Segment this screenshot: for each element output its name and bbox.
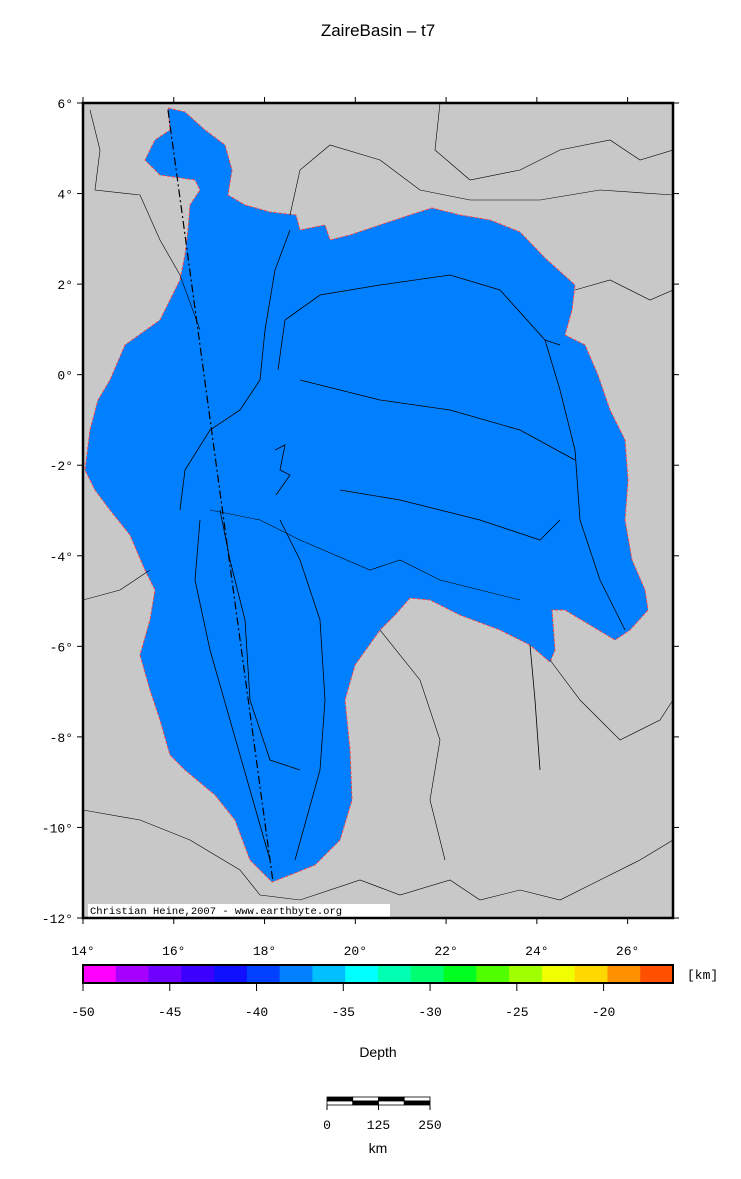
lon-tick-label: 16° <box>162 944 185 959</box>
colorbar-swatch <box>345 965 379 983</box>
colorbar-swatch <box>476 965 510 983</box>
scale-segment <box>326 1100 354 1106</box>
colorbar-swatch <box>410 965 445 983</box>
colorbar-swatch <box>312 965 346 983</box>
scale-tick-label: 0 <box>323 1118 331 1133</box>
colorbar-swatch <box>181 965 215 983</box>
map-frame <box>81 101 675 920</box>
scale-segment <box>326 1096 354 1102</box>
scale-segment <box>403 1100 431 1106</box>
lat-tick-label: -12° <box>42 912 73 927</box>
lon-tick-label: 24° <box>525 944 548 959</box>
scale-segment <box>352 1100 379 1106</box>
colorbar-swatch <box>246 965 281 983</box>
colorbar-swatch <box>378 965 412 983</box>
rivers <box>179 229 626 861</box>
lat-tick-label: 4° <box>57 188 73 203</box>
lat-tick-label: 2° <box>57 278 73 293</box>
colorbar-tick-label: -45 <box>158 1005 181 1020</box>
colorbar-tick-label: -35 <box>332 1005 355 1020</box>
colorbar-tick-label: -25 <box>505 1005 528 1020</box>
scale-segment <box>378 1096 405 1102</box>
lat-tick-label: 0° <box>57 369 73 384</box>
lat-tick-label: -6° <box>50 640 73 655</box>
lat-tick-label: -4° <box>50 550 73 565</box>
colorbar-frame <box>82 964 674 984</box>
lon-tick-label: 26° <box>616 944 639 959</box>
colorbar-swatch <box>148 965 182 983</box>
scale-segment <box>352 1096 379 1102</box>
lat-tick-label: -2° <box>50 459 73 474</box>
colorbar: Depth [km] -50 -45 -40 -35 -30 -25 -20 <box>71 964 718 1060</box>
lat-tick-label: -8° <box>50 731 73 746</box>
scale-tick-label: 250 <box>418 1118 441 1133</box>
lon-tick-label: 20° <box>344 944 367 959</box>
colorbar-swatch <box>607 965 641 983</box>
colorbar-swatch <box>509 965 543 983</box>
colorbar-swatch <box>115 965 150 983</box>
axes: 14° 16° 18° 20° 22° 24° 26° 6° 4° 2° 0° -2° -4° -6° -8… <box>42 97 679 959</box>
basin: Christian Heine,2007 - www.earthbyte.org <box>83 103 673 918</box>
colorbar-swatch <box>214 965 248 983</box>
borders <box>83 103 673 901</box>
colorbar-swatch <box>279 965 313 983</box>
scale-segment <box>378 1100 405 1106</box>
colorbar-tick-label: -50 <box>71 1005 94 1020</box>
lon-tick-label: 22° <box>434 944 457 959</box>
colorbar-swatch <box>443 965 477 983</box>
colorbar-tick-label: -20 <box>592 1005 615 1020</box>
map-area: Christian Heine,2007 - www.earthbyte.org <box>81 101 675 920</box>
credit-box <box>88 904 390 917</box>
lon-tick-label: 14° <box>71 944 94 959</box>
credit: Christian Heine,2007 - www.earthbyte.org <box>90 906 342 918</box>
colorbar-swatch <box>83 965 117 983</box>
lon-tick-label: 18° <box>253 944 276 959</box>
scale-bar: km 0 125 250 <box>323 1096 442 1156</box>
colorbar-tick-label: -30 <box>418 1005 441 1020</box>
colorbar-swatch <box>541 965 576 983</box>
map-title: ZaireBasin – t7 <box>321 21 435 40</box>
colorbar-unit: [km] <box>687 968 718 983</box>
lat-tick-label: -10° <box>42 821 73 836</box>
scale-segment <box>403 1096 431 1102</box>
colorbar-tick-label: -40 <box>245 1005 268 1020</box>
scale-tick-label: 125 <box>367 1118 390 1133</box>
scale-unit: km <box>369 1140 388 1156</box>
colorbar-swatch <box>640 965 674 983</box>
lat-tick-label: 6° <box>57 97 73 112</box>
colorbar-swatch <box>574 965 608 983</box>
profile-line <box>167 109 274 883</box>
colorbar-label: Depth <box>359 1044 396 1060</box>
